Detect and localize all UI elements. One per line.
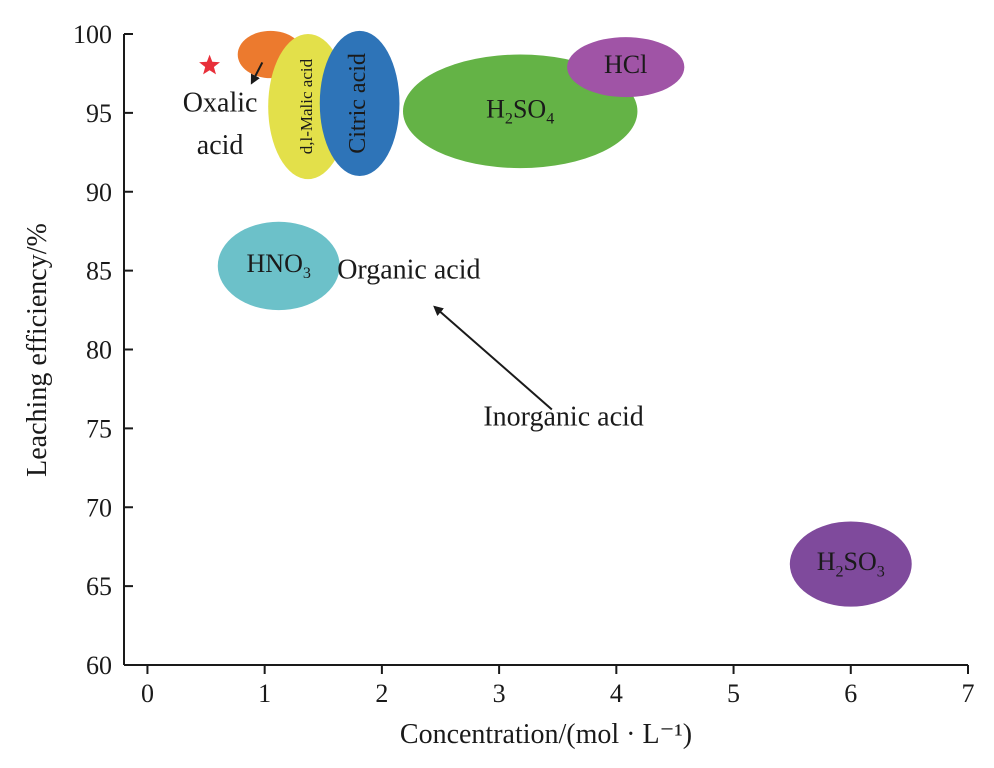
data-label-hno3: HNO3​ [247, 249, 311, 282]
y-tick-label: 100 [73, 20, 112, 49]
data-point-hcl [567, 37, 685, 98]
data-label-citric-acid: Citric acid [345, 53, 371, 154]
data-label-d-l-malic-acid: d,l-Malic acid [297, 58, 316, 154]
annotation-organic-acid: Organic acid [337, 255, 480, 286]
annotation-acid: acid [197, 130, 244, 161]
data-label-h2so4: H2​SO4​ [486, 94, 554, 127]
y-tick-label: 70 [86, 493, 112, 522]
annotation-arrow [250, 61, 264, 85]
x-axis-title: Concentration/(mol · L⁻¹) [400, 719, 692, 750]
x-tick-label: 6 [844, 679, 857, 708]
y-tick-label: 95 [86, 99, 112, 128]
data-label-h2so3: H2​SO3​ [817, 547, 885, 580]
x-tick-label: 0 [141, 679, 154, 708]
data-label-hcl: HCl [604, 50, 647, 79]
y-tick-label: 90 [86, 178, 112, 207]
data-point-hno3 [217, 221, 340, 311]
x-tick-label: 3 [493, 679, 506, 708]
y-tick-label: 85 [86, 257, 112, 286]
y-tick-label: 75 [86, 414, 112, 443]
y-tick-label: 60 [86, 651, 112, 680]
annotation-arrow [433, 305, 553, 411]
annotation-inorganic-acid: Inorganic acid [483, 401, 643, 432]
star-marker [199, 54, 220, 75]
y-axis-title: Leaching efficiency/% [22, 223, 53, 477]
x-tick-label: 4 [610, 679, 623, 708]
data-point-citric-acid [319, 30, 400, 176]
y-tick-label: 65 [86, 572, 112, 601]
y-tick-label: 80 [86, 336, 112, 365]
x-tick-label: 1 [258, 679, 271, 708]
annotation-oxalic: Oxalic [183, 87, 258, 118]
x-tick-label: 5 [727, 679, 740, 708]
x-tick-label: 7 [962, 679, 975, 708]
data-point-h2so3 [789, 521, 912, 607]
x-tick-label: 2 [375, 679, 388, 708]
